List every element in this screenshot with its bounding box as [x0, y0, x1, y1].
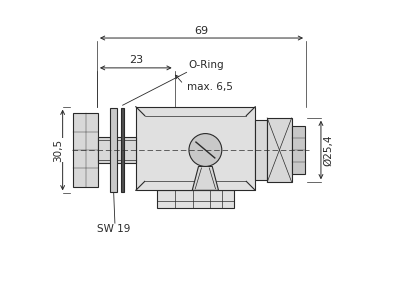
Text: 23: 23: [129, 56, 143, 65]
Text: max. 6,5: max. 6,5: [186, 82, 232, 92]
Polygon shape: [192, 167, 218, 190]
Circle shape: [189, 134, 222, 166]
Bar: [110, 108, 117, 192]
Bar: [136, 107, 255, 190]
Bar: [98, 136, 136, 164]
Text: 69: 69: [194, 26, 208, 36]
Bar: [292, 126, 305, 174]
Bar: [73, 113, 98, 187]
Text: 30,5: 30,5: [53, 138, 63, 162]
Bar: [157, 190, 234, 208]
Bar: [121, 108, 124, 192]
Text: SW 19: SW 19: [97, 224, 130, 234]
Bar: [267, 118, 292, 182]
Text: Ø25,4: Ø25,4: [324, 134, 334, 166]
Text: O-Ring: O-Ring: [188, 60, 224, 70]
Bar: [255, 120, 267, 180]
